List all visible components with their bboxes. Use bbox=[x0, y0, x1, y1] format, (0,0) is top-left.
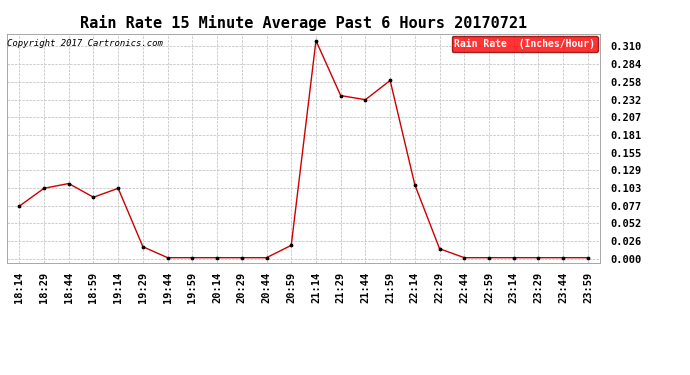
Text: Copyright 2017 Cartronics.com: Copyright 2017 Cartronics.com bbox=[7, 39, 163, 48]
Title: Rain Rate 15 Minute Average Past 6 Hours 20170721: Rain Rate 15 Minute Average Past 6 Hours… bbox=[80, 15, 527, 31]
Legend: Rain Rate  (Inches/Hour): Rain Rate (Inches/Hour) bbox=[451, 36, 598, 51]
